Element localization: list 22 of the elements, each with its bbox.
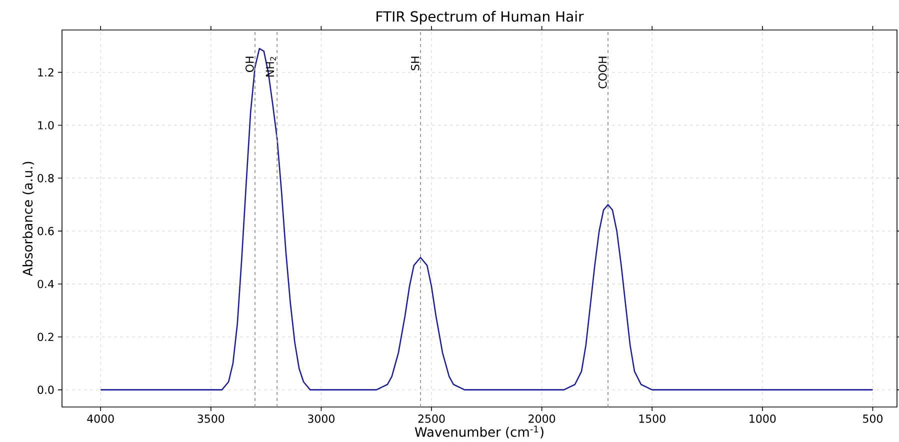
y-tick-label: 0.6 bbox=[38, 226, 54, 236]
chart-title: FTIR Spectrum of Human Hair bbox=[376, 10, 584, 24]
y-tick-label: 1.2 bbox=[38, 68, 54, 76]
y-tick-label: 0.0 bbox=[38, 386, 54, 394]
y-tick-label: 1.0 bbox=[38, 121, 54, 130]
x-tick-label: 2500 bbox=[418, 414, 445, 423]
y-tick-label: 0.8 bbox=[38, 174, 54, 182]
x-tick-label: 2000 bbox=[528, 414, 556, 423]
y-axis-title: Absorbance (a.u.) bbox=[22, 162, 34, 276]
x-tick-label: 3500 bbox=[198, 414, 224, 423]
y-tick-label: 0.2 bbox=[38, 332, 54, 342]
y-tick-label: 0.4 bbox=[38, 280, 54, 288]
x-tick-label: 1000 bbox=[750, 414, 776, 423]
x-axis-title: Wavenumber (cm$^{-1}$) bbox=[414, 426, 544, 438]
ref-line-label: SH bbox=[410, 56, 420, 70]
x-tick-label: 1500 bbox=[639, 414, 666, 423]
ref-line-label: NH$_{2}$ bbox=[266, 56, 276, 77]
ref-line-label: OH bbox=[246, 56, 254, 72]
x-tick-label: 4000 bbox=[87, 414, 114, 423]
x-tick-label: 500 bbox=[863, 414, 882, 423]
x-tick-label: 3000 bbox=[308, 414, 334, 423]
ref-line-label: COOH bbox=[598, 56, 607, 88]
